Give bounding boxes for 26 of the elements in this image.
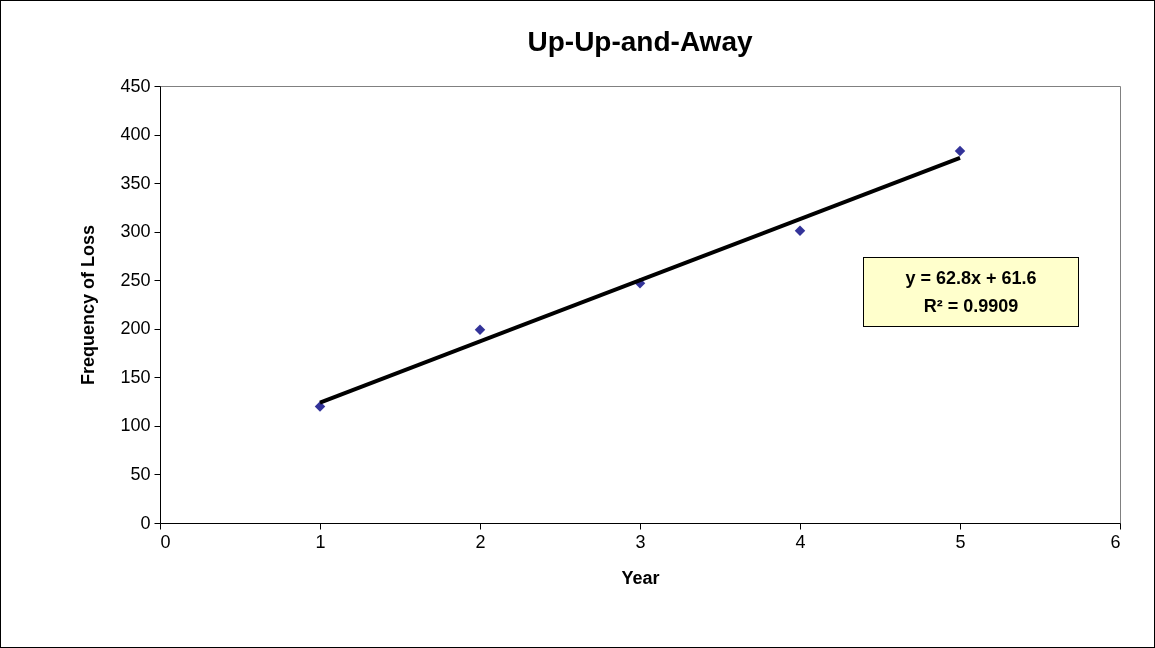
x-tick-label: 3 <box>635 531 646 552</box>
y-tick-label: 400 <box>120 124 151 145</box>
y-axis-title: Frequency of Loss <box>78 224 99 386</box>
x-tick-label: 5 <box>955 531 966 552</box>
y-tick-label: 50 <box>130 463 151 484</box>
x-tick-label: 2 <box>475 531 486 552</box>
text-box: y = 62.8x + 61.6 R² = 0.9909 <box>863 257 1079 327</box>
point <box>954 145 966 157</box>
x-tick-label: 1 <box>315 531 326 552</box>
y-tick-label: 300 <box>120 221 151 242</box>
y-tick-label: 450 <box>120 75 151 96</box>
y-tick-label: 150 <box>120 366 151 387</box>
annotation: y = 62.8x + 61.6 <box>904 267 1038 290</box>
chart-title: Up-Up-and-Away <box>527 26 753 57</box>
annotation: R² = 0.9909 <box>922 295 1020 318</box>
x-tick-label: 4 <box>795 531 806 552</box>
x-axis-title: Year <box>621 567 660 588</box>
y-tick-label: 200 <box>120 318 151 339</box>
y-tick-label: 250 <box>120 269 151 290</box>
x-tick-label: 0 <box>160 531 171 552</box>
point <box>794 225 806 236</box>
point <box>474 324 486 335</box>
y-tick-label: 350 <box>120 172 151 193</box>
y-tick-label: 0 <box>140 512 151 533</box>
y-tick-label: 100 <box>120 415 151 436</box>
x-tick-label: 6 <box>1110 531 1121 552</box>
